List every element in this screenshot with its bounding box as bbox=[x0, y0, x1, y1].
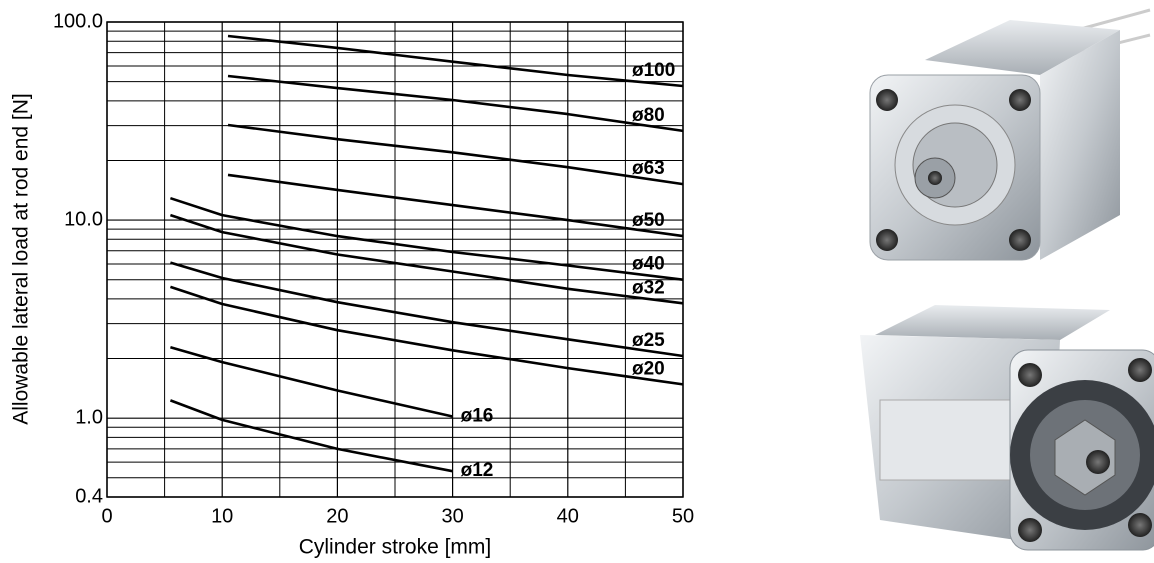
series-label: ø20 bbox=[632, 358, 665, 379]
x-tick-label: 50 bbox=[672, 505, 694, 527]
y-tick-label: 0.4 bbox=[75, 485, 103, 507]
series-line bbox=[227, 34, 684, 88]
series-label: ø63 bbox=[632, 158, 665, 179]
series-line bbox=[169, 285, 684, 386]
series-line bbox=[169, 196, 684, 281]
series-line bbox=[170, 261, 684, 358]
series-line bbox=[227, 173, 684, 238]
plot-frame bbox=[106, 21, 684, 498]
series-label: ø32 bbox=[632, 277, 665, 298]
series-label: ø40 bbox=[632, 254, 665, 275]
series-label: ø12 bbox=[461, 460, 494, 481]
series-line bbox=[169, 213, 684, 305]
x-tick-label: 0 bbox=[101, 505, 112, 527]
y-tick-label: 1.0 bbox=[75, 406, 103, 428]
series-label: ø50 bbox=[632, 210, 665, 231]
series-label: ø25 bbox=[632, 330, 665, 351]
y-tick-label: 100.0 bbox=[53, 10, 103, 32]
series-line bbox=[227, 74, 684, 133]
y-axis-title: Allowable lateral load at rod end [N] bbox=[10, 93, 33, 425]
x-tick-label: 20 bbox=[326, 505, 348, 527]
series-label: ø80 bbox=[632, 105, 665, 126]
series-line bbox=[169, 399, 453, 473]
product-photo-top bbox=[869, 8, 1151, 261]
x-axis-title: Cylinder stroke [mm] bbox=[299, 536, 492, 559]
x-tick-label: 10 bbox=[211, 505, 233, 527]
y-tick-label: 10.0 bbox=[64, 208, 103, 230]
series-label: ø100 bbox=[632, 60, 675, 81]
series-line bbox=[227, 123, 684, 186]
x-tick-label: 30 bbox=[441, 505, 463, 527]
product-photo-bottom bbox=[860, 305, 1154, 551]
x-tick-label: 40 bbox=[557, 505, 579, 527]
series-label: ø16 bbox=[461, 405, 494, 426]
series-line bbox=[170, 346, 453, 418]
